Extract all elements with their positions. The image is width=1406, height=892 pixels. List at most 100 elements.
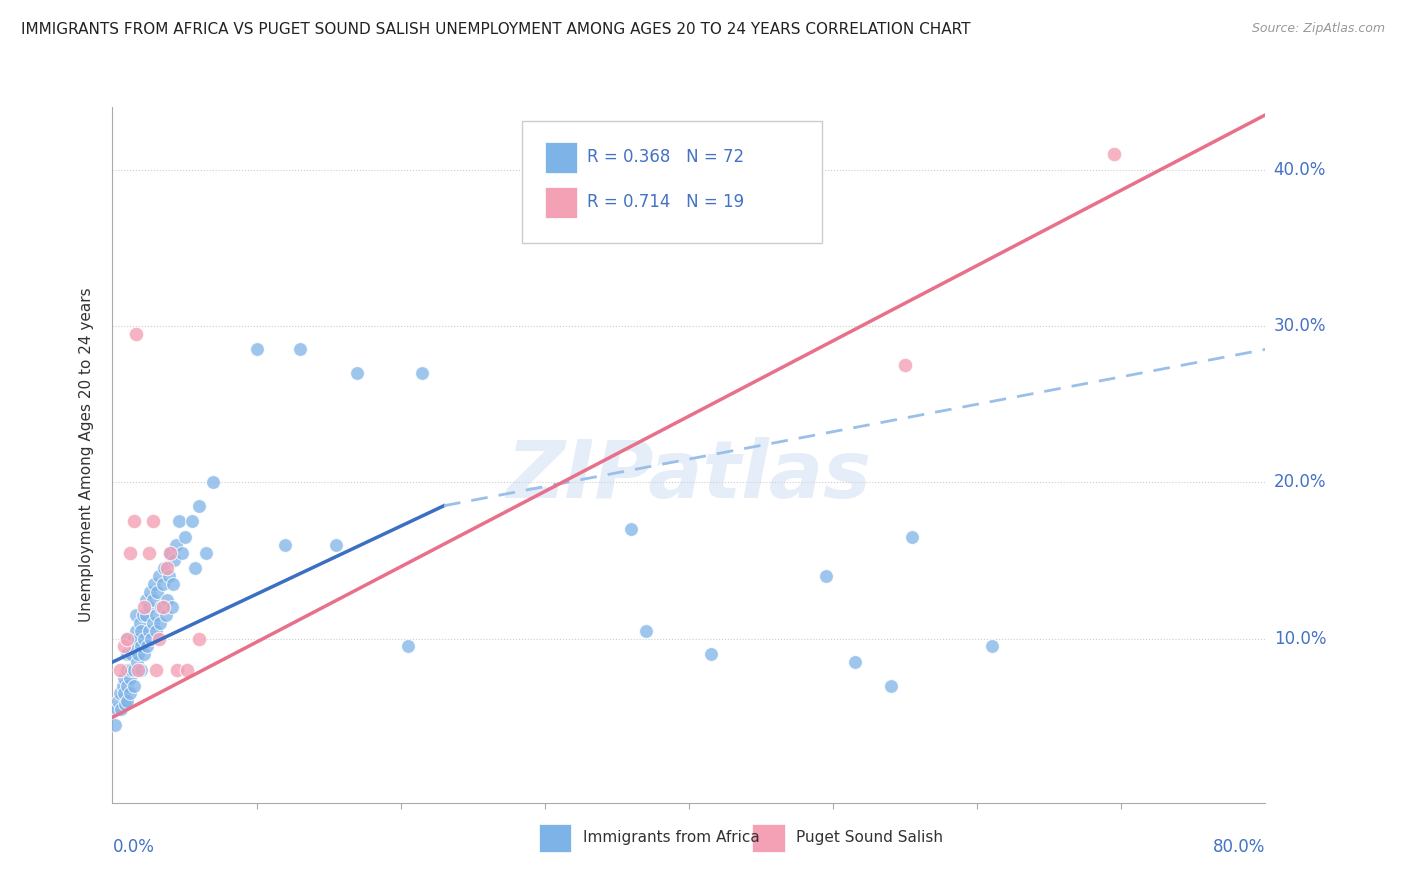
FancyBboxPatch shape <box>522 121 821 243</box>
Point <box>980 640 1002 654</box>
Point <box>129 640 153 654</box>
Point <box>134 632 156 646</box>
Point <box>183 561 205 575</box>
Point <box>346 366 368 380</box>
Point <box>142 592 165 607</box>
Point <box>145 624 167 638</box>
Point <box>141 632 163 646</box>
Point <box>165 538 187 552</box>
Point <box>115 679 138 693</box>
Point <box>107 694 129 708</box>
Point <box>111 679 134 693</box>
Point <box>149 615 172 630</box>
Point <box>115 632 138 646</box>
Point <box>138 600 160 615</box>
Point <box>325 538 347 552</box>
Point <box>115 632 138 646</box>
Point <box>162 577 184 591</box>
Point <box>163 553 186 567</box>
Point <box>894 358 917 372</box>
Point <box>124 608 146 623</box>
Point <box>112 640 135 654</box>
Text: ZIPatlas: ZIPatlas <box>506 437 872 515</box>
Point <box>143 577 166 591</box>
Point <box>901 530 924 544</box>
Point <box>155 608 177 623</box>
Point <box>188 499 211 513</box>
Point <box>125 655 148 669</box>
Point <box>156 561 179 575</box>
Point <box>122 514 145 528</box>
Point <box>150 600 173 615</box>
Point <box>138 624 160 638</box>
Point <box>411 366 433 380</box>
Text: 40.0%: 40.0% <box>1274 161 1326 178</box>
Point <box>118 671 141 685</box>
Point <box>145 663 167 677</box>
Point <box>173 530 195 544</box>
Point <box>176 663 198 677</box>
Point <box>134 647 156 661</box>
Point <box>112 671 135 685</box>
Text: R = 0.368   N = 72: R = 0.368 N = 72 <box>588 148 745 166</box>
Text: 20.0%: 20.0% <box>1274 474 1326 491</box>
Point <box>159 546 181 560</box>
Point <box>152 577 174 591</box>
FancyBboxPatch shape <box>546 187 576 219</box>
Text: IMMIGRANTS FROM AFRICA VS PUGET SOUND SALISH UNEMPLOYMENT AMONG AGES 20 TO 24 YE: IMMIGRANTS FROM AFRICA VS PUGET SOUND SA… <box>21 22 970 37</box>
Point <box>138 546 160 560</box>
Point <box>110 702 132 716</box>
Point <box>142 615 165 630</box>
Text: 30.0%: 30.0% <box>1274 317 1326 334</box>
Point <box>160 600 183 615</box>
Point <box>153 561 176 575</box>
Y-axis label: Unemployment Among Ages 20 to 24 years: Unemployment Among Ages 20 to 24 years <box>79 287 94 623</box>
Point <box>135 608 157 623</box>
FancyBboxPatch shape <box>538 823 571 852</box>
Text: Puget Sound Salish: Puget Sound Salish <box>796 830 943 845</box>
Point <box>129 624 153 638</box>
Point <box>112 686 135 700</box>
Point <box>135 592 157 607</box>
Point <box>115 694 138 708</box>
Text: 10.0%: 10.0% <box>1274 630 1326 648</box>
Point <box>202 475 225 490</box>
Point <box>124 624 146 638</box>
Point <box>288 343 311 357</box>
Point <box>146 584 169 599</box>
Point <box>108 663 131 677</box>
Point <box>118 686 141 700</box>
Point <box>127 647 149 661</box>
Point <box>104 717 127 731</box>
Text: 80.0%: 80.0% <box>1213 838 1265 855</box>
Point <box>134 600 156 615</box>
Point <box>121 632 143 646</box>
Point <box>128 615 150 630</box>
Point <box>122 640 145 654</box>
Point <box>148 632 170 646</box>
Point <box>844 655 866 669</box>
Text: Source: ZipAtlas.com: Source: ZipAtlas.com <box>1251 22 1385 36</box>
Point <box>159 546 181 560</box>
Point <box>108 686 131 700</box>
Point <box>120 663 142 677</box>
Point <box>115 663 138 677</box>
Point <box>148 569 170 583</box>
Point <box>195 546 218 560</box>
Point <box>880 679 903 693</box>
Point <box>127 663 149 677</box>
Point <box>1102 147 1125 161</box>
FancyBboxPatch shape <box>752 823 785 852</box>
Point <box>115 647 138 661</box>
Point <box>118 546 141 560</box>
Point <box>170 546 193 560</box>
Point <box>246 343 269 357</box>
Point <box>120 647 142 661</box>
Text: Immigrants from Africa: Immigrants from Africa <box>583 830 759 845</box>
Point <box>274 538 297 552</box>
Point <box>620 522 643 536</box>
Point <box>142 514 165 528</box>
Point <box>124 326 146 341</box>
Point <box>139 584 162 599</box>
Point <box>188 632 211 646</box>
